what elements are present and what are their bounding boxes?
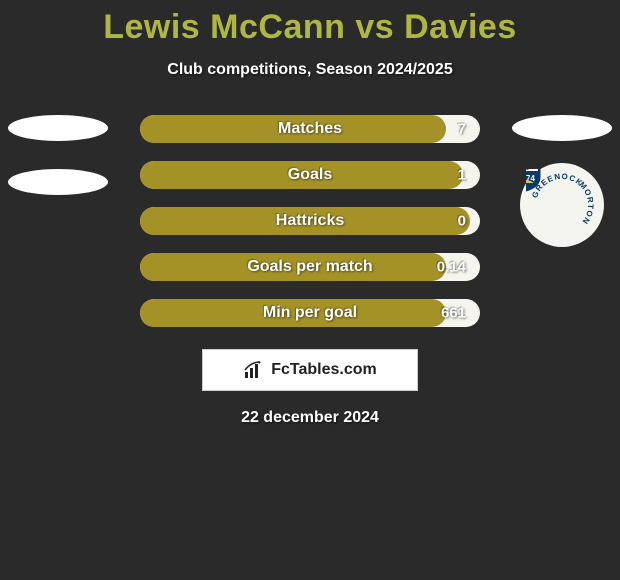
player-placeholder-oval [8, 115, 108, 141]
subtitle: Club competitions, Season 2024/2025 [0, 61, 620, 79]
club-placeholder-oval [8, 169, 108, 195]
date-text: 22 december 2024 [0, 409, 620, 427]
chart-icon [243, 360, 265, 380]
bar-value: 7 [458, 121, 466, 138]
bar-label: Goals per match [247, 258, 372, 276]
stat-bar-goals: Goals 1 [140, 161, 480, 189]
bar-value: 661 [441, 305, 466, 322]
stat-bar-min-per-goal: Min per goal 661 [140, 299, 480, 327]
right-player-column: GREENOCK MORTON 1874 [512, 115, 612, 247]
attribution-box[interactable]: FcTables.com [202, 349, 418, 391]
left-player-column [8, 115, 108, 195]
bar-label: Goals [288, 166, 332, 184]
stat-bars: Matches 7 Goals 1 Hattricks 0 Goals per … [140, 115, 480, 327]
stat-bar-hattricks: Hattricks 0 [140, 207, 480, 235]
bar-label: Matches [278, 120, 342, 138]
page-title: Lewis McCann vs Davies [0, 0, 620, 47]
bar-value: 1 [458, 167, 466, 184]
stat-bar-goals-per-match: Goals per match 0.14 [140, 253, 480, 281]
club-badge: GREENOCK MORTON 1874 [520, 163, 604, 247]
bar-value: 0.14 [437, 259, 466, 276]
morton-badge-icon: GREENOCK MORTON 1874 [526, 169, 598, 241]
bar-label: Hattricks [276, 212, 344, 230]
bar-value: 0 [458, 213, 466, 230]
bar-label: Min per goal [263, 304, 357, 322]
comparison-content: GREENOCK MORTON 1874 Matches 7 [0, 115, 620, 327]
stat-bar-matches: Matches 7 [140, 115, 480, 143]
player-placeholder-oval [512, 115, 612, 141]
attribution-text: FcTables.com [271, 361, 377, 379]
